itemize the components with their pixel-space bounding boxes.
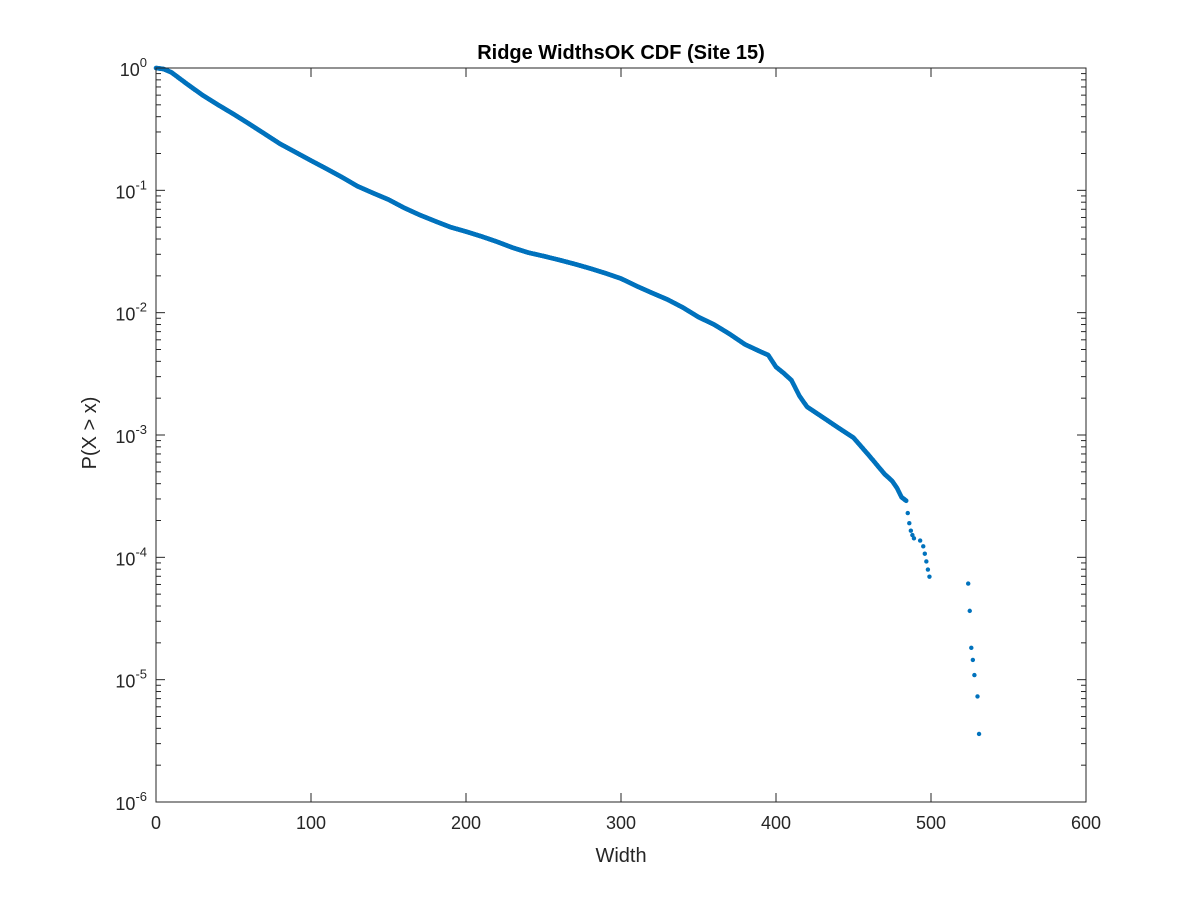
tail-point (908, 528, 914, 533)
tail-point (975, 694, 980, 699)
axes-layer: 0 100 200 300 400 500 600 10-6 10-5 10-4 10-3 10-2 1… (115, 55, 1101, 833)
x-tick-label: 600 (1071, 813, 1101, 833)
y-tick-label: 10-2 (115, 300, 147, 325)
tail-point (922, 551, 927, 556)
data-layer (153, 65, 982, 737)
chart-title: Ridge WidthsOK CDF (Site 15) (477, 42, 765, 64)
tail-point (905, 510, 910, 516)
x-axis-label: Width (595, 845, 646, 867)
tail-point (924, 559, 929, 564)
y-tick-label: 100 (120, 55, 147, 80)
curve-point (903, 498, 909, 504)
tail-point (970, 657, 976, 663)
x-tick-label: 300 (606, 813, 636, 833)
tail-point (969, 645, 974, 651)
tail-point (972, 672, 977, 678)
tail-point (921, 544, 926, 549)
tail-point (907, 521, 912, 526)
tail-point (927, 574, 932, 579)
y-tick-label: 10-1 (115, 177, 147, 202)
tail-point (917, 538, 923, 543)
axes-box (155, 67, 1087, 803)
tail-point (967, 608, 972, 614)
tail-point (966, 581, 971, 586)
tail-point (911, 536, 917, 541)
y-tick-label: 10-3 (115, 422, 147, 447)
x-tick-label: 0 (151, 813, 161, 833)
y-axis-label: P(X > x) (79, 397, 101, 470)
x-tick-label: 500 (916, 813, 946, 833)
x-tick-label: 100 (296, 813, 326, 833)
y-tick-label: 10-6 (115, 789, 147, 814)
y-tick-label: 10-5 (115, 667, 147, 692)
tail-point (925, 567, 931, 572)
tail-point (976, 731, 982, 737)
x-tick-label: 400 (761, 813, 791, 833)
x-tick-label: 200 (451, 813, 481, 833)
y-tick-label: 10-4 (115, 544, 147, 569)
